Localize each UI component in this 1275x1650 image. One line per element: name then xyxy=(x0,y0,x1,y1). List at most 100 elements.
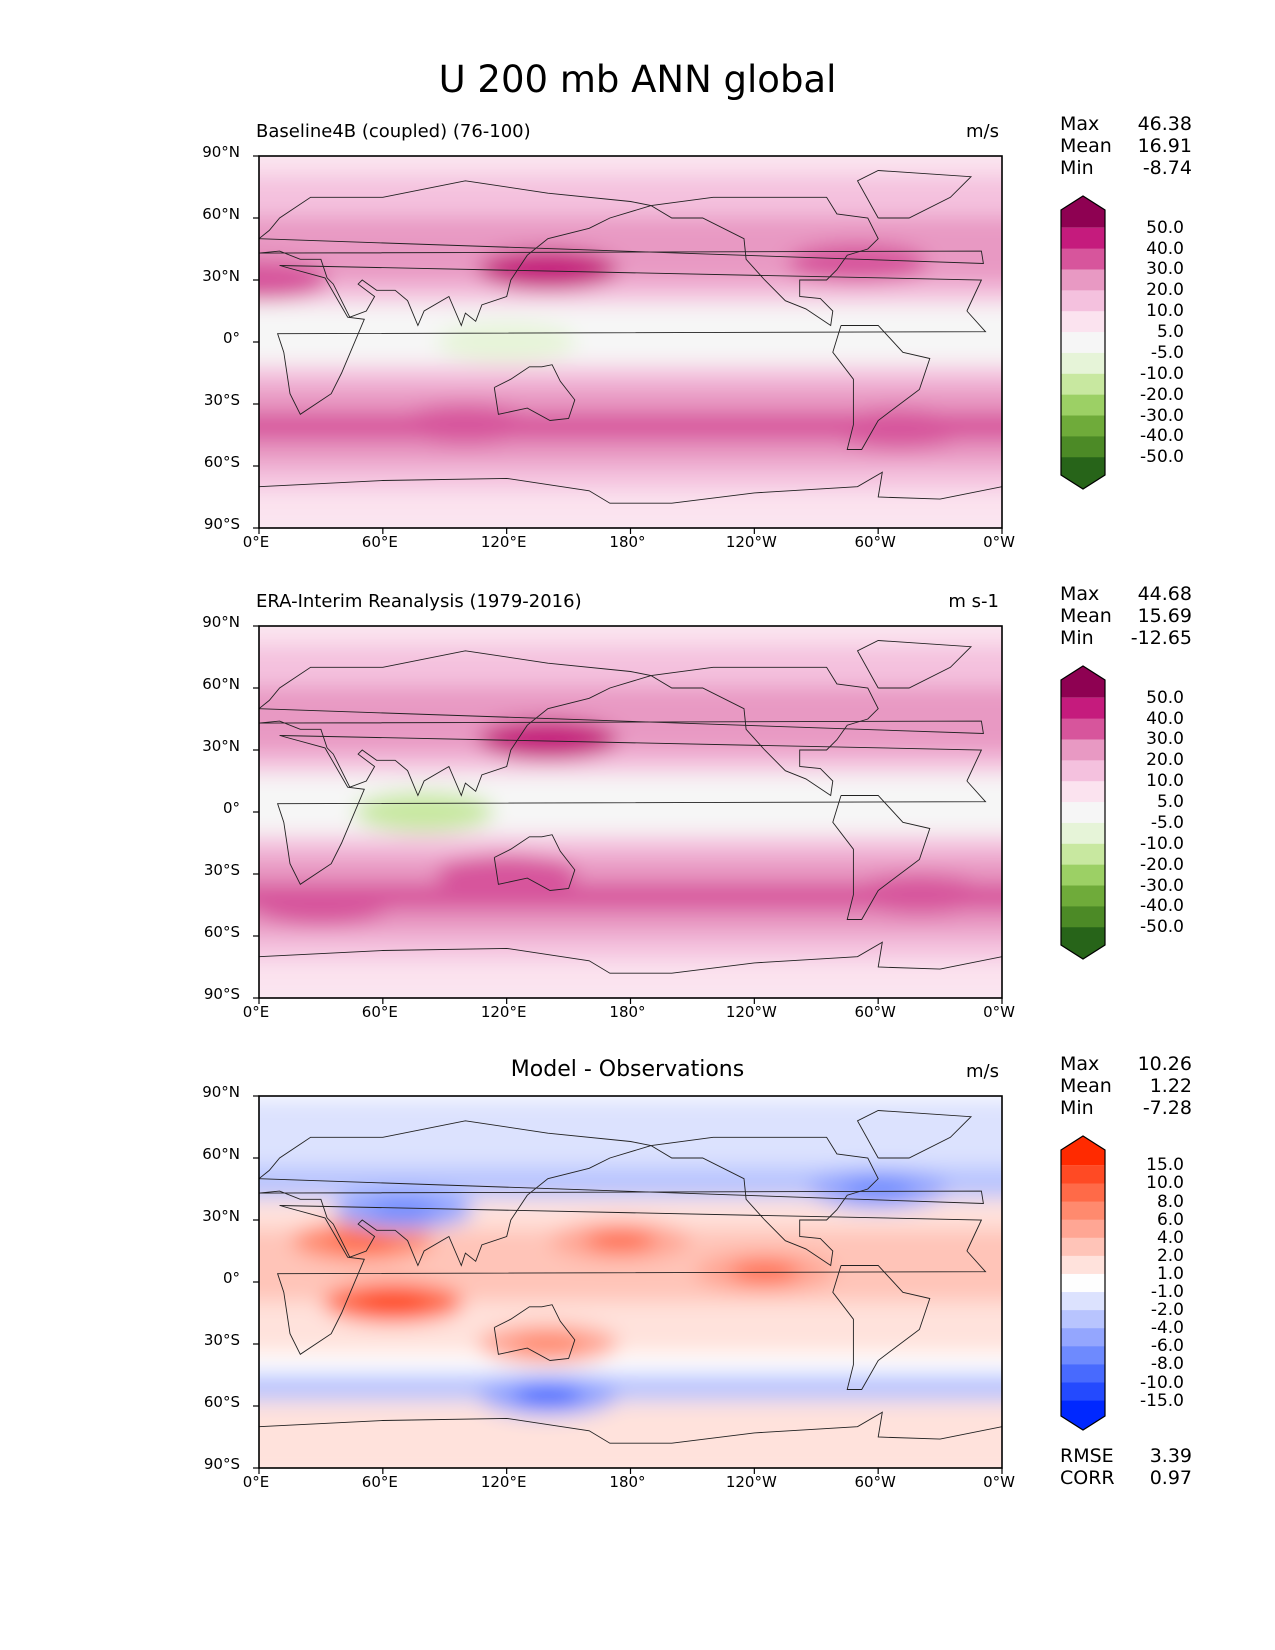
stat-mean-label: Mean xyxy=(1060,135,1112,157)
x-tick-label: 60°W xyxy=(854,533,896,551)
colorbar-tick-label: -1.0 xyxy=(1150,1282,1184,1303)
colorbar-segment xyxy=(1061,1219,1105,1239)
colorbar-segment xyxy=(1061,1201,1105,1221)
colorbar-tick-label: -30.0 xyxy=(1140,405,1184,426)
colorbar-tick-label: 50.0 xyxy=(1146,217,1184,238)
y-tick-label: 60°S xyxy=(203,1393,240,1411)
x-tick-label: 0°E xyxy=(242,1003,270,1021)
colorbar-outline xyxy=(1060,1135,1106,1431)
contour-core xyxy=(512,729,583,750)
y-tick-label: 90°S xyxy=(203,985,240,1003)
contour-band xyxy=(259,1098,1002,1143)
colorbar-tick-label: -30.0 xyxy=(1140,875,1184,896)
x-tick-label: 120°E xyxy=(480,1473,527,1491)
coastline xyxy=(832,1265,931,1390)
colorbar-tick-label: -40.0 xyxy=(1140,896,1184,917)
colorbar-tick-label: -5.0 xyxy=(1150,342,1184,363)
x-tick-label: 60°E xyxy=(361,533,398,551)
colorbar-tick-label: -10.0 xyxy=(1140,363,1184,384)
colorbar-tick-label: 10.0 xyxy=(1146,1173,1184,1194)
stat-mean-value: 15.69 xyxy=(1137,605,1192,627)
y-tick-label: 90°N xyxy=(202,613,240,631)
colorbar-segment xyxy=(1061,415,1105,437)
fit-stats-box: RMSE 3.39 CORR 0.97 xyxy=(1060,1445,1192,1489)
map-panel xyxy=(253,1093,1003,1474)
colorbar-tick-label: 30.0 xyxy=(1146,729,1184,750)
contour-core xyxy=(471,332,542,352)
colorbar-tick-label: 50.0 xyxy=(1146,687,1184,708)
stat-min-value: -7.28 xyxy=(1142,1097,1192,1119)
coastline xyxy=(650,666,879,797)
colorbar-segment xyxy=(1061,1346,1105,1365)
y-tick-label: 60°S xyxy=(203,923,240,941)
coastline xyxy=(856,640,973,689)
stat-corr-value: 0.97 xyxy=(1149,1467,1192,1489)
figure-title: U 200 mb ANN global xyxy=(438,58,837,101)
colorbar-extend-max xyxy=(1061,666,1105,698)
y-tick-label: 0° xyxy=(222,799,240,817)
y-tick-label: 60°S xyxy=(203,453,240,471)
stat-min-label: Min xyxy=(1060,627,1094,649)
colorbar-tick-label: -50.0 xyxy=(1140,447,1184,468)
contour-core xyxy=(430,414,501,435)
y-tick-label: 30°N xyxy=(202,737,240,755)
stat-rmse: RMSE 3.39 xyxy=(1060,1445,1192,1467)
colorbar-segment xyxy=(1061,1183,1105,1203)
stat-max: Max 44.68 xyxy=(1060,583,1192,605)
x-tick-label: 180° xyxy=(609,1473,646,1491)
x-tick-label: 60°E xyxy=(361,1003,398,1021)
x-tick-label: 0°W xyxy=(983,533,1015,551)
coastline xyxy=(832,795,931,920)
stat-mean-label: Mean xyxy=(1060,605,1112,627)
stat-rmse-value: 3.39 xyxy=(1149,1445,1192,1467)
colorbar xyxy=(1056,195,1110,490)
stat-max: Max 10.26 xyxy=(1060,1053,1192,1075)
stats-box: Max 46.38 Mean 16.91 Min -8.74 xyxy=(1060,113,1192,179)
x-tick-label: 0°W xyxy=(983,1003,1015,1021)
y-tick-label: 60°N xyxy=(202,205,240,223)
y-tick-label: 60°N xyxy=(202,675,240,693)
x-tick-label: 60°W xyxy=(854,1473,896,1491)
map-panel xyxy=(253,623,1003,1004)
stat-rmse-label: RMSE xyxy=(1060,1445,1114,1467)
stat-min-label: Min xyxy=(1060,1097,1094,1119)
colorbar-segment xyxy=(1061,718,1105,740)
colorbar-segment xyxy=(1061,1310,1105,1329)
y-tick-label: 30°N xyxy=(202,267,240,285)
stat-min: Min -12.65 xyxy=(1060,627,1192,649)
units-label: m/s xyxy=(966,1061,999,1082)
colorbar-tick-label: 1.0 xyxy=(1156,1263,1184,1284)
colorbar-tick-label: -8.0 xyxy=(1150,1354,1184,1375)
colorbar-segment xyxy=(1061,352,1105,375)
colorbar-segment xyxy=(1061,269,1105,291)
stat-mean: Mean 15.69 xyxy=(1060,605,1192,627)
map-panel xyxy=(253,153,1003,534)
colorbar-tick-label: 40.0 xyxy=(1146,238,1184,259)
coastline xyxy=(650,196,879,327)
colorbar-segment xyxy=(1061,802,1105,824)
x-tick-label: 120°W xyxy=(725,533,777,551)
colorbar-segment xyxy=(1061,760,1105,782)
colorbar-segment xyxy=(1061,843,1105,866)
contour-core xyxy=(729,1261,800,1282)
stat-mean-value: 1.22 xyxy=(1149,1075,1192,1097)
stat-max-label: Max xyxy=(1060,1053,1100,1075)
colorbar-segment xyxy=(1061,332,1105,354)
colorbar-tick-label: -20.0 xyxy=(1140,854,1184,875)
x-tick-label: 120°E xyxy=(480,533,527,551)
coastline xyxy=(259,471,1002,504)
y-tick-label: 90°S xyxy=(203,1455,240,1473)
y-tick-label: 30°N xyxy=(202,1207,240,1225)
contour-core xyxy=(512,259,583,280)
colorbar-tick-label: 10.0 xyxy=(1146,771,1184,792)
x-tick-label: 120°W xyxy=(725,1003,777,1021)
contour-core xyxy=(471,864,542,884)
y-tick-label: 30°S xyxy=(203,1331,240,1349)
stat-mean: Mean 1.22 xyxy=(1060,1075,1192,1097)
x-tick-label: 120°W xyxy=(725,1473,777,1491)
colorbar-tick-label: 2.0 xyxy=(1156,1245,1184,1266)
coastline xyxy=(259,941,1002,974)
stats-box: Max 10.26 Mean 1.22 Min -7.28 xyxy=(1060,1053,1192,1119)
stat-mean-label: Mean xyxy=(1060,1075,1112,1097)
contour-core xyxy=(327,1230,398,1251)
